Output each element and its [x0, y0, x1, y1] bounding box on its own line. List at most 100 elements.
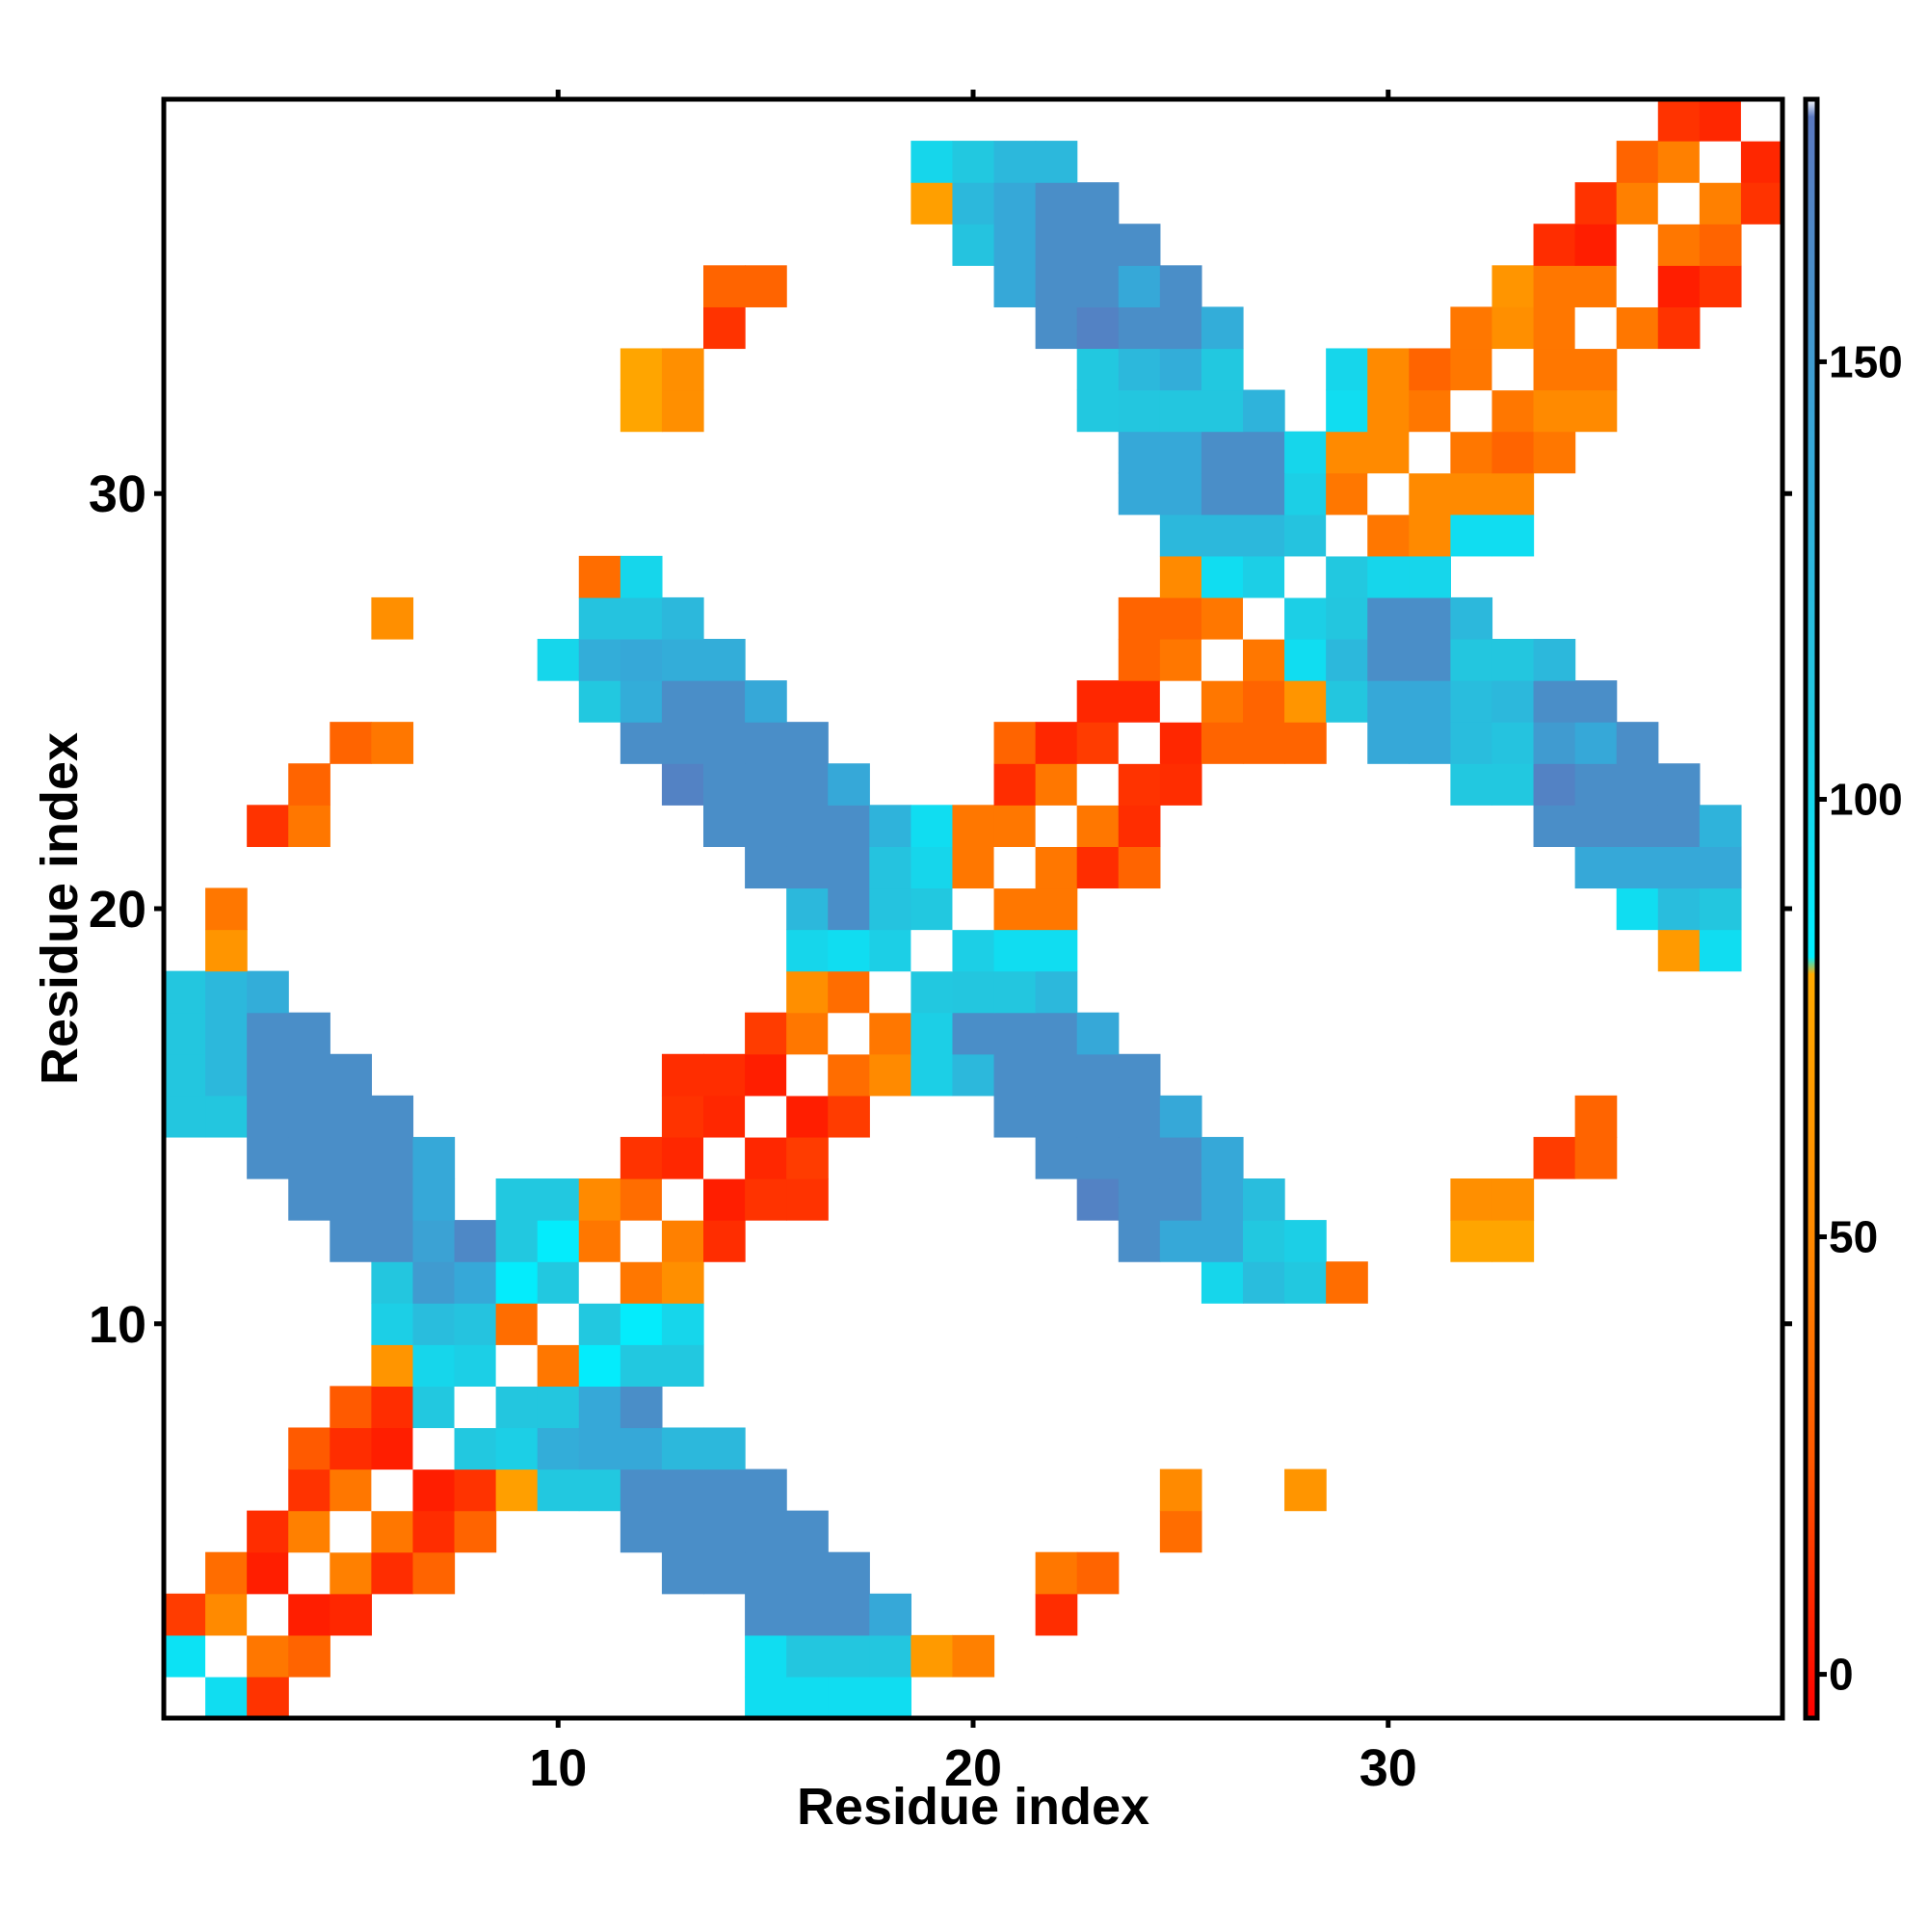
- heatmap-cell: [1533, 722, 1576, 764]
- heatmap-cell: [1243, 555, 1285, 598]
- heatmap-cell: [247, 1593, 289, 1636]
- heatmap-cell: [288, 1551, 330, 1595]
- heatmap-cell: [661, 348, 704, 391]
- heatmap-cell: [661, 389, 704, 433]
- heatmap-cell: [578, 1178, 621, 1221]
- heatmap-cell: [205, 1053, 248, 1097]
- heatmap-cell: [828, 929, 870, 972]
- heatmap-cell: [1574, 265, 1618, 307]
- heatmap-cell: [661, 1136, 704, 1179]
- heatmap-cell: [1491, 1220, 1535, 1262]
- heatmap-cell: [1201, 306, 1244, 350]
- x-tick-label: 20: [944, 1739, 1002, 1797]
- colorbar-tick-label: 100: [1829, 774, 1903, 824]
- heatmap-cell: [1284, 680, 1327, 723]
- heatmap-cell: [703, 306, 746, 350]
- heatmap-cell: [620, 1303, 663, 1345]
- heatmap-cell: [786, 1012, 829, 1055]
- heatmap-cell: [1035, 182, 1078, 225]
- heatmap-cell: [578, 1427, 621, 1470]
- heatmap-cell: [993, 763, 1037, 806]
- heatmap-cell: [1284, 514, 1327, 557]
- heatmap-cell: [1159, 722, 1202, 764]
- heatmap-cell: [869, 1634, 911, 1678]
- heatmap-cell: [330, 1178, 372, 1221]
- heatmap-cell: [1159, 1136, 1202, 1179]
- heatmap-cell: [1616, 265, 1659, 307]
- heatmap-cell: [993, 141, 1037, 183]
- heatmap-cell: [1284, 1469, 1327, 1512]
- heatmap-cell: [1243, 1261, 1285, 1304]
- y-tick-label: 30: [89, 465, 146, 523]
- heatmap-cell: [1118, 224, 1161, 266]
- heatmap-cell: [1657, 887, 1701, 931]
- heatmap-cell: [1159, 348, 1202, 391]
- heatmap-cell: [620, 1427, 663, 1470]
- heatmap-cell: [1409, 389, 1451, 433]
- heatmap-cell: [330, 1095, 372, 1138]
- heatmap-cell: [745, 846, 787, 889]
- heatmap-cell: [1035, 224, 1078, 266]
- heatmap-cell: [495, 1261, 539, 1304]
- heatmap-cell: [205, 1012, 248, 1055]
- heatmap-cell: [1533, 639, 1576, 681]
- heatmap-cell: [371, 1261, 414, 1304]
- heatmap-cell: [828, 887, 870, 931]
- heatmap-cell: [1076, 1136, 1120, 1179]
- heatmap-cell: [993, 929, 1037, 972]
- heatmap-cell: [164, 1053, 206, 1097]
- heatmap-cell: [288, 1012, 330, 1055]
- heatmap-cell: [371, 1427, 414, 1470]
- heatmap-cell: [495, 1344, 539, 1387]
- heatmap-cell: [786, 1136, 829, 1179]
- heatmap-cell: [786, 929, 829, 972]
- heatmap-cell: [288, 1427, 330, 1470]
- heatmap-cell: [828, 763, 870, 806]
- heatmap-cell: [1076, 306, 1120, 350]
- heatmap-cell: [1159, 265, 1202, 307]
- heatmap-cell: [1159, 1469, 1202, 1512]
- heatmap-cell: [661, 680, 704, 723]
- heatmap-cell: [288, 1053, 330, 1097]
- heatmap-cell: [786, 1095, 829, 1138]
- heatmap-cell: [745, 1551, 787, 1595]
- heatmap-cell: [1076, 805, 1120, 847]
- heatmap-cell: [454, 1220, 497, 1262]
- heatmap-cell: [1450, 514, 1493, 557]
- heatmap-cell: [495, 1303, 539, 1345]
- heatmap-cell: [1367, 639, 1410, 681]
- heatmap-cell: [1367, 348, 1410, 391]
- heatmap-cell: [495, 1427, 539, 1470]
- heatmap-cell: [703, 1510, 746, 1553]
- heatmap-cell: [1450, 389, 1493, 433]
- heatmap-cell: [1574, 805, 1618, 847]
- heatmap-cell: [371, 1344, 414, 1387]
- heatmap-cell: [1533, 1136, 1576, 1179]
- heatmap-cell: [1118, 431, 1161, 474]
- heatmap-cell: [1367, 596, 1410, 640]
- heatmap-cell: [620, 1386, 663, 1429]
- heatmap-cell: [828, 1053, 870, 1097]
- heatmap-cell: [661, 1344, 704, 1387]
- heatmap-cell: [703, 639, 746, 681]
- heatmap-cell: [578, 555, 621, 598]
- heatmap-cell: [1076, 1551, 1120, 1595]
- heatmap-cell: [1118, 1053, 1161, 1097]
- colorbar: 0 50 100 150: [1803, 96, 1903, 1721]
- heatmap-cell: [1491, 265, 1535, 307]
- heatmap-cell: [495, 1386, 539, 1429]
- heatmap-cell: [164, 1593, 206, 1636]
- heatmap-cell: [412, 1510, 456, 1553]
- heatmap-cell: [1657, 265, 1701, 307]
- heatmap-cell: [1035, 763, 1078, 806]
- heatmap-cell: [661, 1095, 704, 1138]
- heatmap-cell: [1616, 887, 1659, 931]
- heatmap-cell: [1657, 306, 1701, 350]
- heatmap-cell: [1076, 265, 1120, 307]
- heatmap-cell: [786, 1676, 829, 1719]
- heatmap-cell: [1118, 1220, 1161, 1262]
- heatmap-cell: [1284, 1261, 1327, 1304]
- heatmap-cell: [1450, 1220, 1493, 1262]
- heatmap-cell: [661, 1469, 704, 1512]
- heatmap-cell: [578, 1261, 621, 1304]
